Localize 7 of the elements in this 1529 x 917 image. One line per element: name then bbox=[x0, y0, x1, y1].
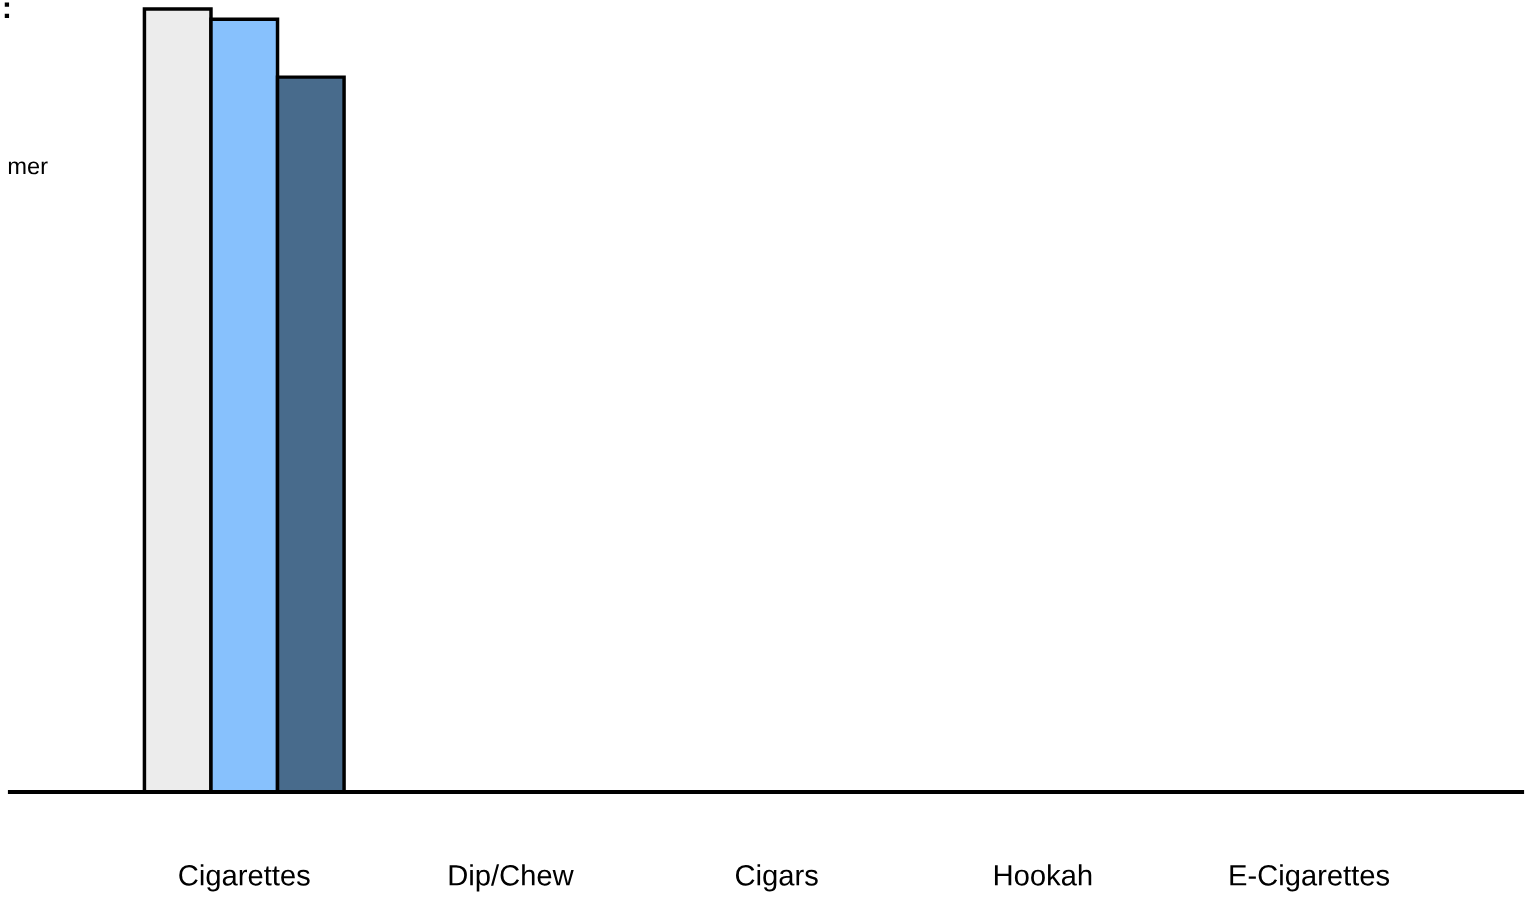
x-tick-label: Dip/Chew bbox=[449, 864, 574, 892]
text: : bbox=[4, 2, 10, 18]
x-tick-label: E-Cigarettes bbox=[1230, 864, 1390, 892]
x-tick-label: Cigarettes bbox=[179, 864, 310, 892]
x-tick-label: Cigars bbox=[735, 864, 818, 892]
annotation: mer bbox=[8, 161, 48, 175]
x-tick-label: Hookah bbox=[994, 864, 1092, 886]
